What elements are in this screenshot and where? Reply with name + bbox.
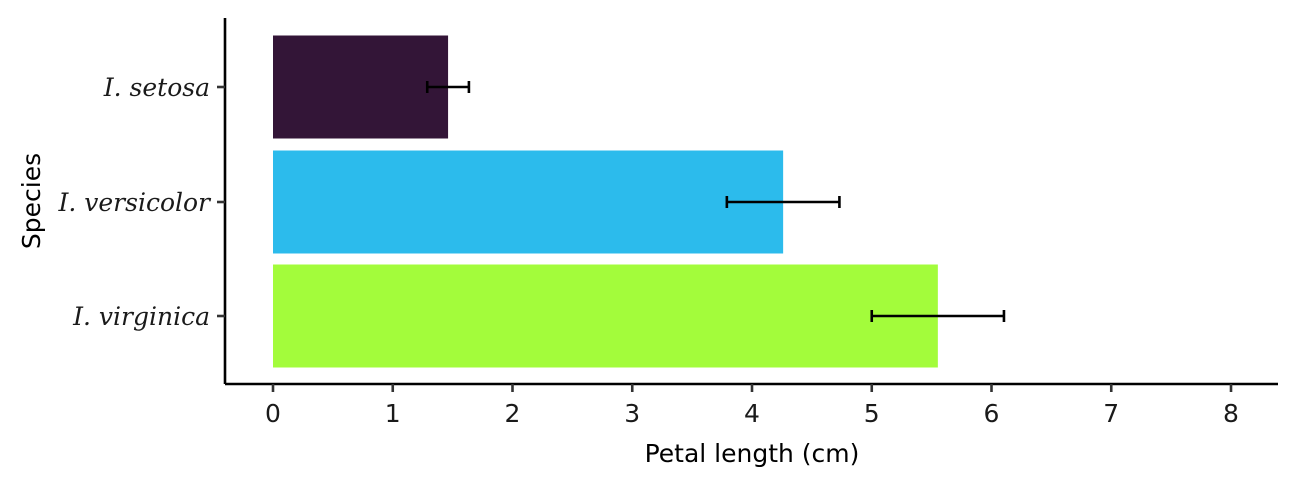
x-axis-title: Petal length (cm) [645,439,860,468]
bar-i-virginica [273,264,938,368]
bars-group [273,35,938,368]
x-tick-label: 6 [984,399,1000,428]
x-tick-label: 3 [624,399,640,428]
error-bar-i-virginica [870,310,1006,322]
y-ticks-group: I. setosa I. versicolor I. virginica [57,73,225,331]
x-tick-label: 2 [505,399,521,428]
y-tick-label-i-virginica: I. virginica [72,302,210,331]
error-bars-group [425,81,1006,322]
bar-i-setosa [273,35,449,139]
error-bar-i-setosa [425,81,471,93]
y-axis-title: Species [17,153,46,249]
bar-i-versicolor [273,150,784,254]
x-tick-label: 8 [1223,399,1239,428]
y-tick-label-i-setosa: I. setosa [103,73,210,102]
x-tick-label: 4 [744,399,760,428]
x-tick-label: 1 [385,399,401,428]
y-tick-label-i-versicolor: I. versicolor [57,188,212,217]
x-ticks-group: 0 1 2 3 4 5 6 7 8 [265,384,1239,428]
error-bar-i-versicolor [725,196,841,208]
x-tick-label: 5 [864,399,880,428]
x-tick-label: 7 [1103,399,1119,428]
x-tick-label: 0 [265,399,281,428]
